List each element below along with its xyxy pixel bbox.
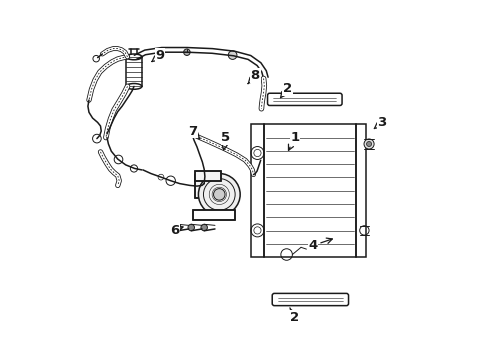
Text: 2: 2 bbox=[280, 82, 292, 98]
Ellipse shape bbox=[126, 54, 142, 60]
FancyBboxPatch shape bbox=[272, 293, 348, 306]
Text: 7: 7 bbox=[187, 125, 200, 139]
Circle shape bbox=[183, 49, 190, 55]
Text: 4: 4 bbox=[307, 238, 332, 252]
FancyBboxPatch shape bbox=[267, 93, 342, 105]
Bar bbox=[194, 171, 220, 181]
Circle shape bbox=[366, 141, 371, 147]
Circle shape bbox=[201, 224, 207, 231]
Text: 3: 3 bbox=[373, 116, 386, 129]
Bar bbox=[194, 175, 220, 198]
Text: 5: 5 bbox=[221, 131, 230, 150]
Text: 2: 2 bbox=[289, 308, 298, 324]
Bar bbox=[355, 124, 366, 257]
Bar bbox=[194, 171, 220, 181]
Circle shape bbox=[198, 174, 240, 215]
Circle shape bbox=[213, 189, 224, 200]
Bar bbox=[126, 57, 142, 86]
Bar bbox=[264, 124, 355, 257]
Bar bbox=[193, 210, 234, 220]
Bar bbox=[250, 124, 264, 257]
Ellipse shape bbox=[126, 84, 142, 89]
Bar bbox=[193, 210, 234, 220]
Text: 1: 1 bbox=[288, 131, 299, 150]
Text: 9: 9 bbox=[152, 49, 164, 62]
Circle shape bbox=[228, 51, 237, 59]
Bar bbox=[194, 175, 220, 198]
Text: 8: 8 bbox=[247, 69, 260, 84]
Circle shape bbox=[187, 224, 194, 231]
Text: 6: 6 bbox=[169, 224, 183, 237]
Circle shape bbox=[363, 139, 373, 149]
Circle shape bbox=[174, 224, 181, 231]
